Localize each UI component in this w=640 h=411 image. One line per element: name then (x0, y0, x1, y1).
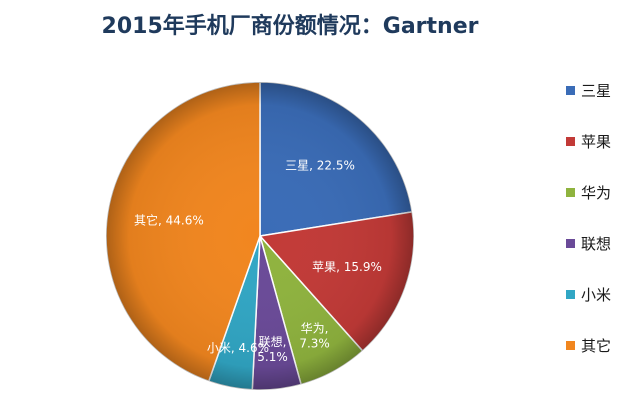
data-label-5: 小米, 4.6% (207, 341, 269, 355)
legend-item-5: 小米 (566, 284, 611, 304)
legend-label: 其它 (581, 336, 612, 355)
legend-label: 三星 (581, 81, 612, 100)
legend-swatch (566, 136, 575, 146)
data-label-1: 三星, 22.5% (285, 159, 355, 173)
legend-swatch (566, 238, 575, 248)
data-label-3: 华为, 7.3% (299, 322, 330, 351)
legend-label: 华为 (581, 183, 612, 202)
data-label-4: 联想, 5.1% (257, 334, 288, 364)
data-label-6: 其它, 44.6% (134, 212, 204, 227)
legend-label: 小米 (581, 285, 612, 304)
data-label-2: 苹果, 15.9% (312, 260, 382, 274)
legend: 三星苹果华为联想小米其它 (566, 80, 640, 380)
chart-title: 2015年手机厂商份额情况：Gartner (101, 14, 479, 39)
legend-item-6: 其它 (566, 335, 611, 355)
legend-label: 联想 (581, 234, 612, 253)
legend-item-4: 联想 (566, 233, 611, 253)
legend-item-3: 华为 (566, 182, 611, 202)
legend-item-2: 苹果 (566, 131, 611, 151)
legend-swatch (566, 289, 575, 299)
legend-swatch (566, 85, 575, 95)
legend-swatch (566, 187, 575, 197)
legend-swatch (566, 340, 575, 350)
legend-item-1: 三星 (566, 80, 611, 100)
legend-label: 苹果 (581, 132, 612, 151)
